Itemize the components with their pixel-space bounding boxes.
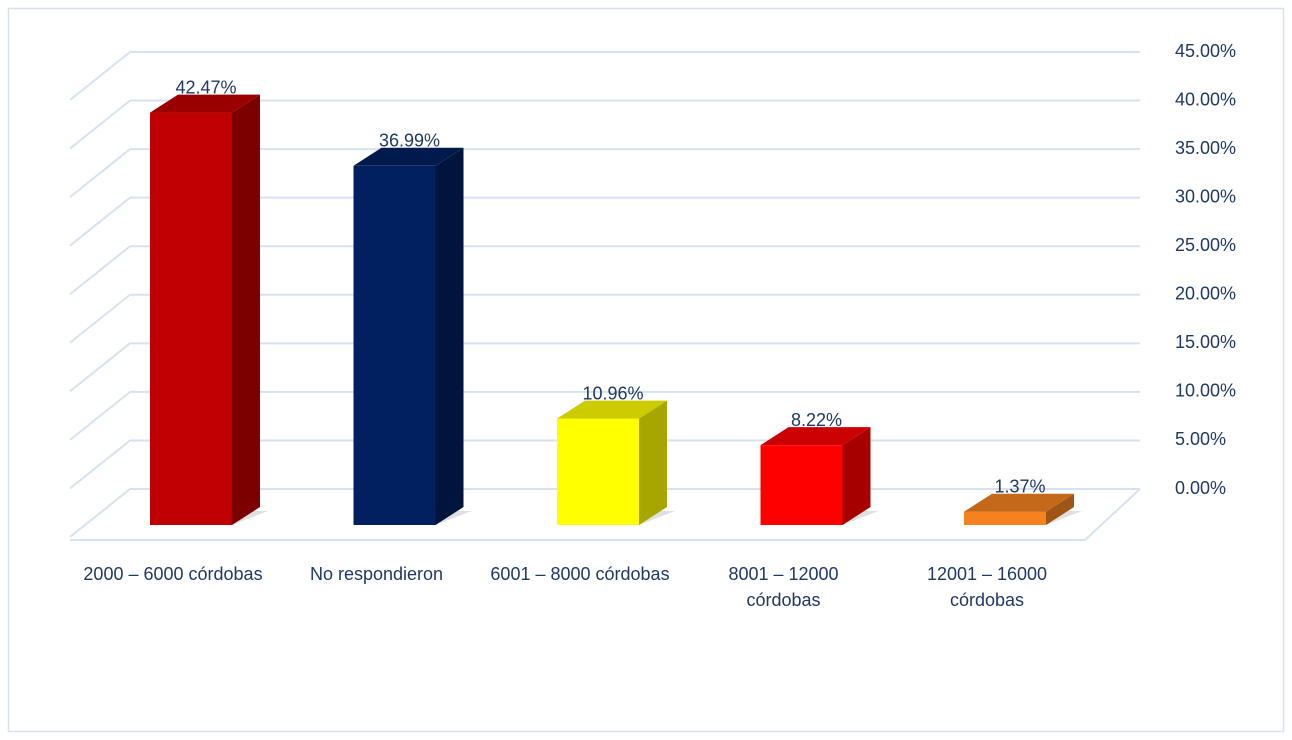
x-tick-label: 12001 – 16000 córdobas [926,564,1048,610]
frame [7,7,1285,733]
y-tick-label: 30.00% [1175,186,1236,206]
bar [353,165,436,525]
y-tick-label: 0.00% [1175,478,1226,498]
y-tick-label: 45.00% [1175,41,1236,61]
bar-top [760,427,871,446]
y-tick-label: 40.00% [1175,89,1236,109]
x-tick-label: No respondieron [309,564,444,584]
bar-side [639,400,667,525]
data-label: 42.47% [175,77,236,97]
y-tick-label: 20.00% [1175,284,1236,304]
grid-line-side [69,391,131,441]
grid-line-side [69,342,131,393]
bar-side [232,94,260,525]
grid-line-side [69,51,131,101]
y-tick-label: 25.00% [1175,235,1236,255]
bar [964,511,1046,525]
bar-top [557,400,667,419]
grid-line-side [69,293,131,344]
data-label: 36.99% [379,131,440,151]
bar-side [842,427,871,525]
bar-top [353,147,464,166]
x-tick-label: 8001 – 12000 córdobas [728,564,839,610]
data-label: 10.96% [582,383,643,403]
bar-top [964,493,1074,512]
y-tick-label: 10.00% [1175,381,1236,401]
y-tick-label: 15.00% [1175,332,1236,352]
grid-line-side [69,488,131,538]
grid-line-side [69,439,131,490]
x-tick-label: 2000 – 6000 córdobas [83,564,263,584]
grid-line-side [69,99,131,150]
grid-line-side [69,148,131,198]
floor-right [1084,488,1141,541]
y-tick-label: 35.00% [1175,138,1236,158]
bar [150,112,232,525]
bar-top [150,94,260,113]
x-tick-label: 6001 – 8000 córdobas [490,564,670,584]
grid-line-side [69,245,131,296]
y-tick-label: 5.00% [1175,429,1226,449]
data-label: 8.22% [791,410,842,430]
bar-side [435,147,464,525]
bar [760,445,843,525]
data-label: 1.37% [994,476,1045,496]
bar-side [1046,493,1074,525]
bar [557,418,639,525]
grid-line-side [69,196,131,247]
